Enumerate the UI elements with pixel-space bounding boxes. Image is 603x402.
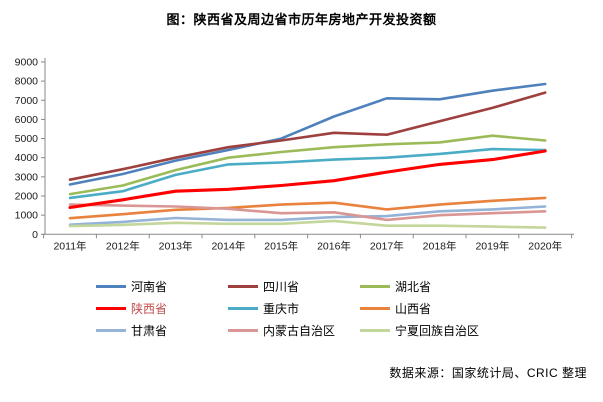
- series-line-山西省: [68, 196, 547, 220]
- y-axis-tick-label: 0: [32, 229, 38, 241]
- x-axis-tick-label: 2017年: [370, 239, 404, 252]
- legend-label: 宁夏回族自治区: [395, 323, 480, 338]
- legend-label: 湖北省: [395, 279, 432, 294]
- legend-label: 山西省: [395, 301, 432, 316]
- x-axis-tick-label: 2019年: [475, 239, 509, 252]
- line-chart-plot: 0 1000 2000 3000 4000 5000 6000 7000 8000 9000 201…: [15, 56, 574, 252]
- series-line-四川省: [68, 91, 547, 181]
- series-line-宁夏回族自治区: [68, 219, 547, 229]
- legend-item: 河南省: [96, 278, 228, 295]
- series-line-甘肃省: [68, 205, 547, 226]
- y-axis-tick-label: 8000: [15, 76, 39, 88]
- x-axis-tick-label: 2011年: [53, 239, 86, 252]
- chart-legend: 河南省 四川省 湖北省陕西省 重庆市 山西省甘肃省 内蒙古自治区 宁夏回族自治区: [96, 275, 550, 341]
- y-axis-tick-label: 6000: [15, 114, 39, 126]
- x-axis-tick-label: 2020年: [528, 239, 562, 252]
- legend-item: 陕西省: [96, 300, 228, 317]
- legend-item: 重庆市: [228, 300, 360, 317]
- y-axis-tick-label: 7000: [15, 95, 39, 107]
- legend-swatch: [96, 328, 126, 332]
- series-line-重庆市: [68, 147, 547, 200]
- legend-swatch: [228, 328, 258, 332]
- y-axis-tick-label: 2000: [15, 191, 39, 203]
- y-axis-tick-label: 1000: [15, 210, 39, 222]
- legend-swatch: [360, 328, 390, 332]
- legend-label: 四川省: [263, 279, 300, 294]
- legend-label: 内蒙古自治区: [263, 323, 336, 338]
- legend-label: 重庆市: [263, 301, 300, 316]
- y-axis-tick-label: 3000: [15, 171, 39, 183]
- x-axis-tick-label: 2014年: [211, 239, 245, 252]
- legend-label: 河南省: [131, 279, 168, 294]
- legend-item: 甘肃省: [96, 322, 228, 339]
- legend-item: 内蒙古自治区: [228, 322, 360, 339]
- legend-swatch: [96, 284, 126, 288]
- legend-swatch: [360, 284, 390, 288]
- y-axis-tick-label: 5000: [15, 133, 39, 145]
- series-line-陕西省: [68, 149, 547, 210]
- legend-item: 湖北省: [360, 278, 550, 295]
- legend-item: 四川省: [228, 278, 360, 295]
- legend-item: 宁夏回族自治区: [360, 322, 550, 339]
- x-axis-tick-label: 2013年: [159, 239, 193, 252]
- series-line-河南省: [68, 82, 547, 186]
- y-axis-tick-label: 4000: [15, 152, 39, 164]
- legend-label: 甘肃省: [131, 323, 168, 338]
- legend-swatch: [228, 306, 258, 310]
- x-axis-tick-label: 2018年: [423, 239, 457, 252]
- series-line-湖北省: [68, 134, 547, 196]
- legend-label: 陕西省: [131, 301, 168, 316]
- series-line-内蒙古自治区: [68, 203, 547, 222]
- x-axis-tick-label: 2016年: [317, 239, 351, 252]
- x-axis-tick-label: 2012年: [106, 239, 140, 252]
- data-source-note: 数据来源：国家统计局、CRIC 整理: [389, 366, 587, 380]
- x-axis-tick-label: 2015年: [264, 239, 298, 252]
- legend-item: 山西省: [360, 300, 550, 317]
- legend-swatch: [96, 306, 126, 310]
- legend-swatch: [360, 306, 390, 310]
- chart-title: 图：陕西省及周边省市历年房地产开发投资额: [166, 12, 437, 27]
- y-axis-tick-label: 9000: [15, 56, 39, 68]
- legend-swatch: [228, 284, 258, 288]
